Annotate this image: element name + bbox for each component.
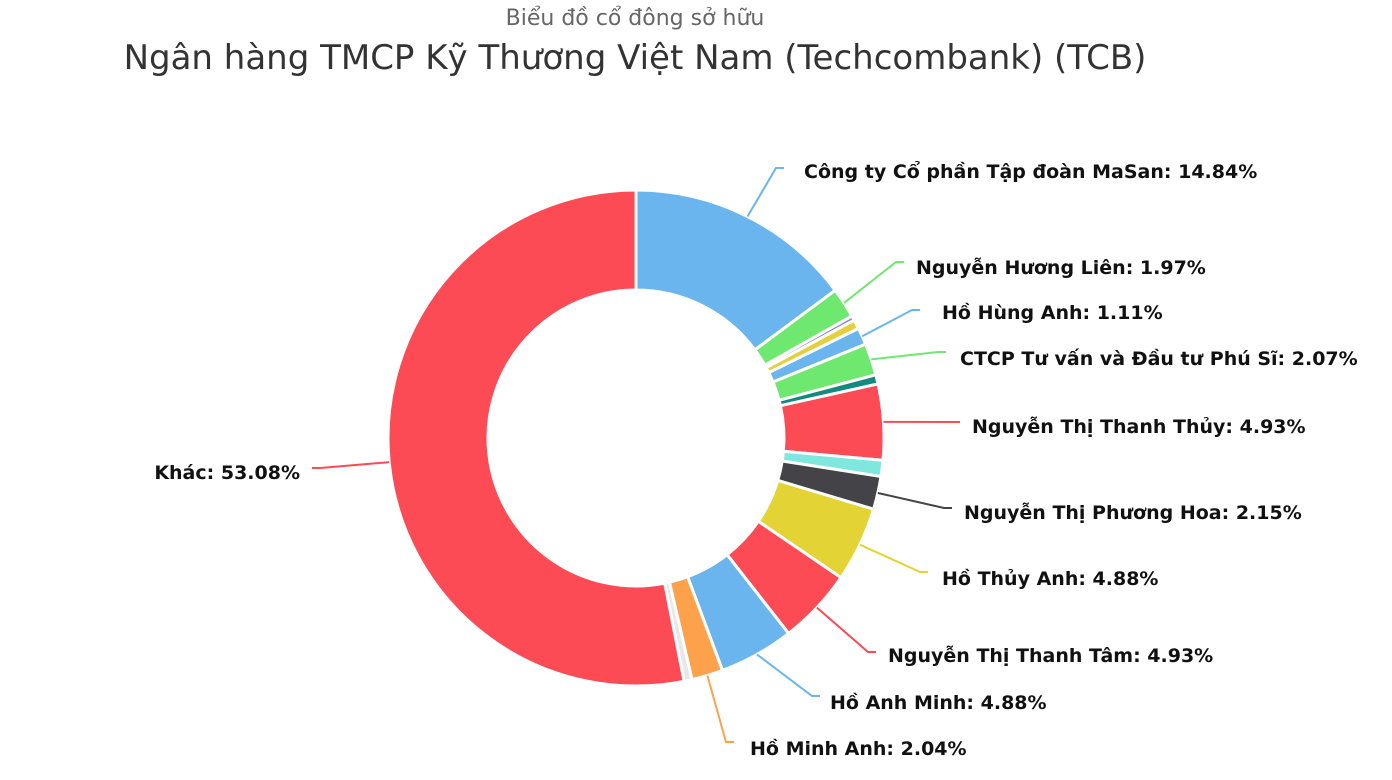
label-connector-line <box>861 309 920 338</box>
slice-label: CTCP Tư vấn và Đầu tư Phú Sĩ: 2.07% <box>960 347 1358 370</box>
slice-label: Nguyễn Thị Thanh Tâm: 4.93% <box>888 643 1213 667</box>
slice-label: Hồ Thủy Anh: 4.88% <box>942 567 1158 590</box>
slice-label: Công ty Cổ phần Tập đoàn MaSan: 14.84% <box>804 160 1257 183</box>
donut-slices <box>386 188 886 688</box>
label-connector-line <box>746 167 784 217</box>
slice-label: Hồ Hùng Anh: 1.11% <box>942 301 1163 324</box>
chart-title: Ngân hàng TMCP Kỹ Thương Việt Nam (Techc… <box>123 38 1147 78</box>
chart-subtitle: Biểu đồ cổ đông sở hữu <box>505 6 765 31</box>
label-connector-line <box>843 261 904 304</box>
slice-label: Nguyễn Thị Phương Hoa: 2.15% <box>964 500 1302 524</box>
donut-slice[interactable] <box>386 188 686 688</box>
label-connectors <box>312 167 960 743</box>
slice-label: Khác: 53.08% <box>154 462 300 484</box>
label-connector-line <box>756 653 820 697</box>
slice-label: Hồ Anh Minh: 4.88% <box>830 691 1047 714</box>
label-connector-line <box>706 675 734 743</box>
label-connector-line <box>877 492 952 509</box>
slice-labels: Công ty Cổ phần Tập đoàn MaSan: 14.84% Ng… <box>154 160 1357 760</box>
slice-label: Nguyễn Thị Thanh Thủy: 4.93% <box>972 414 1306 438</box>
label-connector-line <box>816 606 876 653</box>
label-connector-line <box>871 351 946 361</box>
label-connector-line <box>859 543 928 573</box>
label-connector-line <box>312 461 390 469</box>
slice-label: Hồ Minh Anh: 2.04% <box>750 737 967 760</box>
slice-label: Nguyễn Hương Liên: 1.97% <box>916 255 1206 279</box>
